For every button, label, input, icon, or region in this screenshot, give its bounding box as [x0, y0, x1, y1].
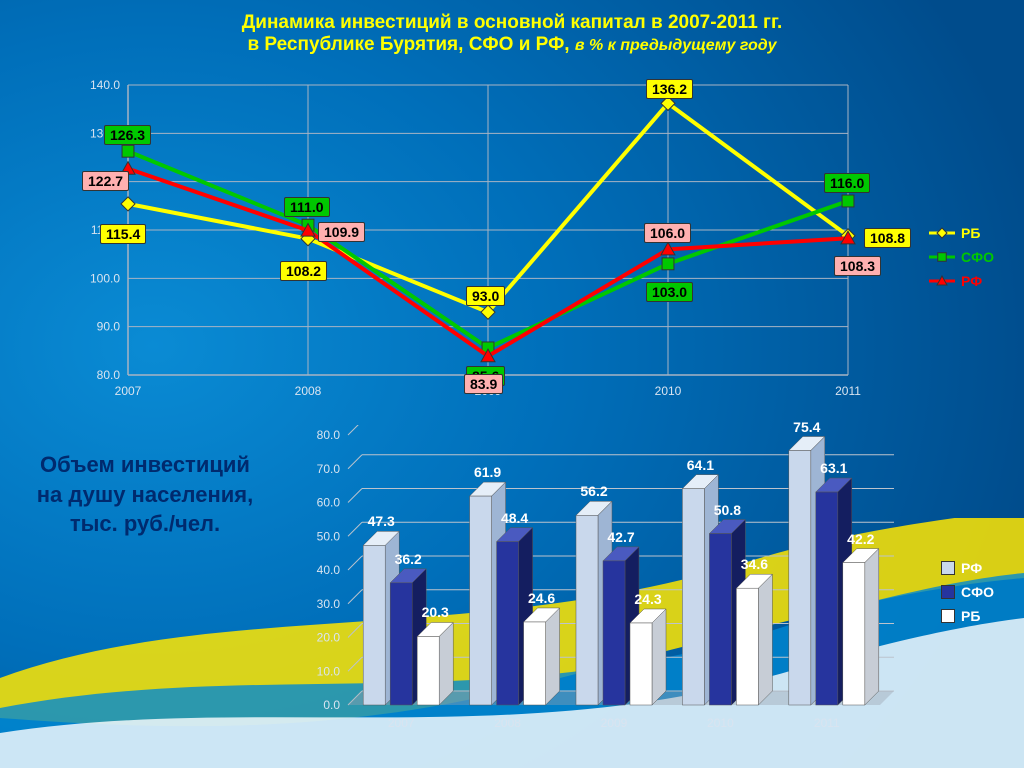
legend-item: СФО: [929, 249, 994, 265]
svg-text:2011: 2011: [814, 716, 840, 730]
data-label: 56.2: [580, 483, 607, 499]
line-chart-legend: РБ СФО РФ: [929, 225, 994, 297]
data-label: 36.2: [395, 551, 422, 567]
data-label: 42.2: [847, 531, 874, 547]
svg-text:2009: 2009: [601, 716, 628, 730]
svg-text:100.0: 100.0: [90, 271, 120, 285]
data-label: 93.0: [466, 286, 505, 306]
legend-item: РБ: [929, 225, 994, 241]
svg-text:2011: 2011: [835, 384, 861, 398]
svg-text:30.0: 30.0: [317, 597, 341, 611]
svg-text:10.0: 10.0: [317, 664, 341, 678]
legend-item: СФО: [941, 584, 994, 600]
svg-text:2008: 2008: [494, 716, 521, 730]
data-label: 136.2: [646, 79, 693, 99]
svg-text:2010: 2010: [707, 716, 734, 730]
bar-chart-title: Объем инвестиций на душу населения, тыс.…: [30, 450, 260, 539]
line-chart: 80.090.0100.0110.0120.0130.0140.02007200…: [78, 75, 868, 410]
data-label: 75.4: [793, 419, 820, 435]
data-label: 24.3: [634, 591, 661, 607]
data-label: 64.1: [687, 457, 714, 473]
bar-chart: 0.0 10.0 20.0 30.0 40.0 50.0 60.0 70.0 80.0 2007 2…: [300, 425, 900, 755]
svg-text:0.0: 0.0: [323, 698, 340, 712]
legend-item: РБ: [941, 608, 994, 624]
data-label: 63.1: [820, 460, 847, 476]
chart-title: Динамика инвестиций в основной капитал в…: [0, 0, 1024, 56]
title-line-2: в Республике Бурятия, СФО и РФ, в % к пр…: [0, 34, 1024, 56]
data-label: 61.9: [474, 464, 501, 480]
svg-text:2008: 2008: [295, 384, 322, 398]
legend-item: РФ: [929, 273, 994, 289]
svg-text:40.0: 40.0: [317, 563, 341, 577]
data-label: 106.0: [644, 223, 691, 243]
data-label: 42.7: [607, 529, 634, 545]
svg-text:80.0: 80.0: [317, 428, 341, 442]
svg-text:2007: 2007: [115, 384, 142, 398]
data-label: 109.9: [318, 222, 365, 242]
data-label: 34.6: [741, 556, 768, 572]
data-label: 24.6: [528, 590, 555, 606]
svg-text:2010: 2010: [655, 384, 682, 398]
svg-text:60.0: 60.0: [317, 496, 341, 510]
svg-text:80.0: 80.0: [97, 368, 121, 382]
data-label: 83.9: [464, 374, 503, 394]
data-label: 50.8: [714, 502, 741, 518]
data-label: 47.3: [368, 513, 395, 529]
svg-text:20.0: 20.0: [317, 631, 341, 645]
svg-text:70.0: 70.0: [317, 462, 341, 476]
data-label: 108.2: [280, 261, 327, 281]
svg-text:90.0: 90.0: [97, 320, 121, 334]
data-label: 116.0: [824, 173, 870, 193]
svg-text:2007: 2007: [388, 716, 415, 730]
data-label: 126.3: [104, 125, 151, 145]
data-label: 108.8: [864, 228, 911, 248]
title-line-1: Динамика инвестиций в основной капитал в…: [0, 12, 1024, 34]
data-label: 122.7: [82, 171, 129, 191]
bar-chart-legend: РФ СФО РБ: [941, 560, 994, 632]
legend-item: РФ: [941, 560, 994, 576]
data-label: 48.4: [501, 510, 528, 526]
data-label: 103.0: [646, 282, 693, 302]
data-label: 20.3: [422, 604, 449, 620]
data-label: 108.3: [834, 256, 881, 276]
data-label: 111.0: [284, 197, 330, 217]
svg-text:50.0: 50.0: [317, 529, 341, 543]
data-label: 115.4: [100, 224, 146, 244]
svg-text:140.0: 140.0: [90, 78, 120, 92]
